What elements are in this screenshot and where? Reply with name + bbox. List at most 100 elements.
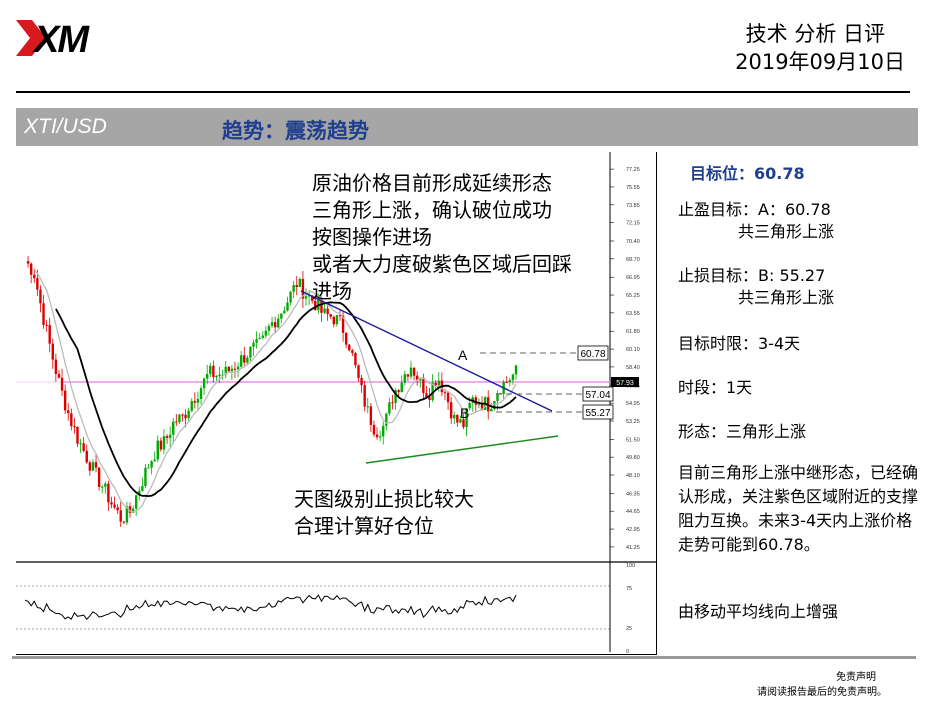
candle-body — [128, 506, 132, 513]
stop-loss-sub: 共三角形上涨 — [738, 288, 835, 307]
y-tick-label: 42.95 — [626, 527, 640, 533]
candle-body — [292, 285, 295, 292]
candle-body — [29, 263, 33, 275]
annotation-line: 天图级别止损比较大 — [294, 487, 474, 511]
candle-body — [354, 352, 357, 366]
candle-body — [453, 414, 456, 419]
candle-body — [428, 397, 431, 400]
candle-body — [289, 291, 292, 303]
candle-body — [264, 330, 268, 336]
candle-body — [391, 402, 394, 404]
candle-body — [496, 393, 499, 401]
candle-body — [122, 521, 126, 523]
candle-body — [230, 368, 234, 372]
candle-body — [508, 380, 512, 382]
time-horizon: 目标时限：3-4天 — [678, 334, 801, 353]
report-date: 2019年09月10日 — [735, 50, 905, 74]
candle-body — [397, 390, 400, 393]
oscillator-tick-label: 75 — [626, 586, 632, 592]
candle-body — [153, 459, 156, 462]
candle-body — [221, 374, 224, 376]
candle-body — [76, 426, 79, 444]
candle-body — [218, 374, 221, 377]
svg-text:XM: XM — [32, 19, 90, 60]
candle-body — [326, 308, 329, 315]
candle-body — [255, 339, 258, 343]
candle-body — [338, 315, 342, 317]
candle-body — [409, 367, 413, 377]
candle-body — [110, 502, 113, 505]
candle-body — [162, 436, 166, 450]
oscillator-tick-label: 100 — [626, 563, 635, 569]
candle-body — [202, 378, 206, 389]
candle-body — [178, 414, 181, 423]
fast-moving-average — [33, 269, 517, 513]
candle-body — [165, 436, 169, 438]
chart-panel: 77.25 75.55 73.85 72.15 70.40 68.70 66.95 65.25… — [16, 152, 657, 655]
candle-body — [63, 390, 67, 411]
candle-body — [246, 357, 249, 363]
candle-body — [514, 365, 518, 375]
candle-body — [301, 278, 305, 299]
y-tick-label: 41.25 — [626, 545, 640, 551]
candle-body — [141, 486, 144, 491]
annotation-line: 按图操作进场 — [312, 225, 432, 249]
current-price-tag: 57.93 — [616, 380, 634, 387]
candle-body — [307, 295, 311, 297]
label-b: B — [460, 405, 469, 421]
candle-body — [88, 462, 92, 471]
y-tick-label: 68.70 — [626, 257, 640, 263]
svg-text:55.27: 55.27 — [585, 408, 610, 419]
candle-body — [70, 413, 73, 427]
annotation-bottom: 天图级别止损比较大 合理计算好仓位 — [294, 486, 474, 540]
candle-body — [236, 366, 240, 370]
candle-body — [113, 504, 116, 508]
y-tick-label: 44.65 — [626, 509, 640, 515]
footer-divider — [12, 656, 916, 659]
candle-body — [67, 410, 70, 414]
candle-body — [505, 381, 508, 383]
candle-body — [474, 397, 478, 405]
candle-body — [400, 382, 403, 393]
candle-body — [468, 402, 471, 409]
candle-body — [243, 355, 246, 363]
resistance-trendline — [300, 290, 553, 412]
candle-body — [462, 419, 465, 428]
take-profit-sub: 共三角形上涨 — [738, 222, 835, 241]
level-a-box: 60.78 — [577, 345, 609, 361]
annotation-line: 合理计算好仓位 — [294, 514, 434, 538]
candle-body — [51, 343, 54, 360]
candle-body — [258, 337, 261, 340]
candle-body — [147, 467, 150, 469]
moving-average-note: 由移动平均线向上增强 — [678, 602, 839, 621]
candle-body — [372, 424, 376, 435]
disclaimer-title: 免责声明 — [836, 672, 876, 683]
candle-body — [134, 495, 138, 509]
candle-body — [104, 483, 107, 487]
candle-body — [270, 322, 274, 326]
price-chart: 77.25 75.55 73.85 72.15 70.40 68.70 66.95 65.25… — [16, 152, 656, 654]
candle-body — [94, 462, 98, 468]
support-trendline — [365, 435, 559, 464]
candle-body — [168, 434, 172, 438]
y-tick-label: 73.85 — [626, 203, 640, 209]
candle-body — [144, 467, 147, 487]
candle-body — [348, 344, 351, 351]
candle-body — [378, 436, 382, 438]
candle-body — [57, 373, 61, 378]
candle-body — [156, 440, 159, 460]
label-a: A — [458, 347, 468, 363]
candle-body — [107, 483, 110, 503]
candle-body — [344, 332, 348, 345]
candle-body — [295, 285, 298, 287]
candle-body — [131, 508, 135, 513]
y-tick-label: 65.25 — [626, 293, 640, 299]
candle-body — [82, 443, 85, 451]
candle-body — [54, 359, 58, 374]
candle-body — [60, 377, 64, 391]
y-tick-label: 61.80 — [626, 329, 640, 335]
y-tick-label: 60.10 — [626, 347, 640, 353]
candle-body — [252, 342, 255, 347]
candle-body — [187, 410, 190, 419]
candle-body — [212, 365, 215, 378]
